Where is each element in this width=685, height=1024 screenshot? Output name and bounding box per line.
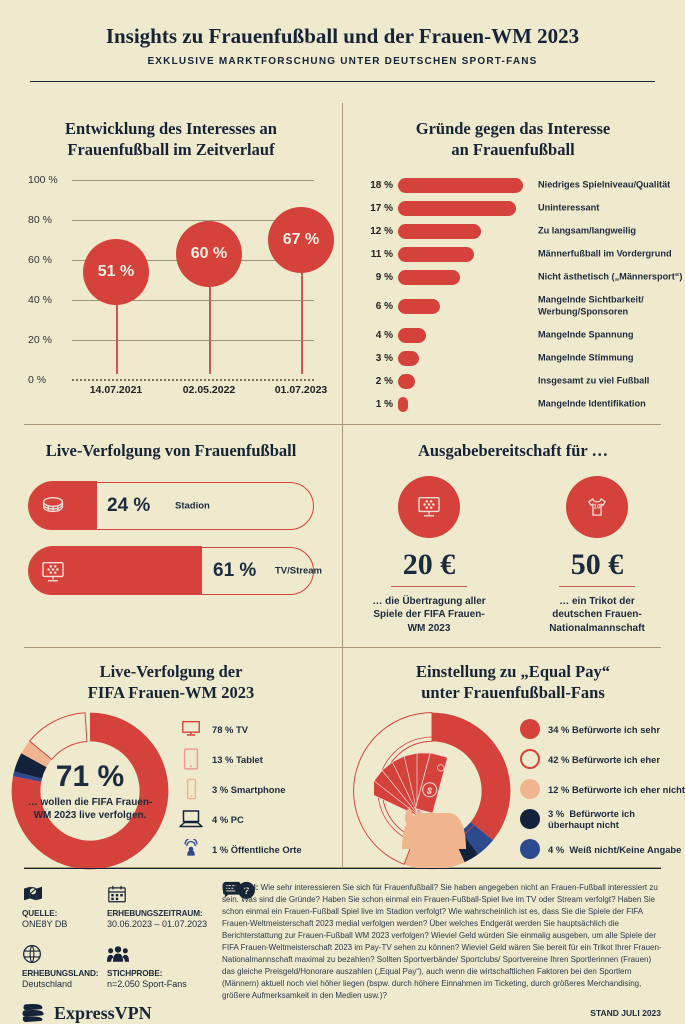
svg-text:10: 10	[593, 503, 601, 510]
